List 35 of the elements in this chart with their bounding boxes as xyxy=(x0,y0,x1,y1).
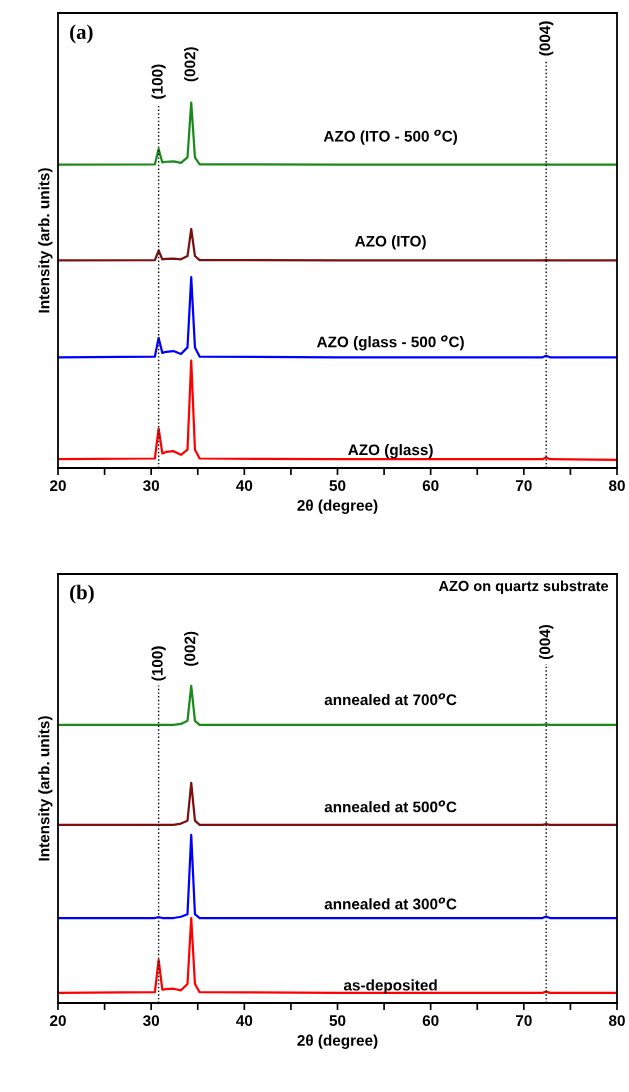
x-tick-label: 30 xyxy=(143,480,160,492)
y-axis-title: Intensity (arb. units) xyxy=(38,716,53,861)
series-label: annealed at 300$^{o}$C xyxy=(324,897,457,910)
x-tick-label: 50 xyxy=(329,1015,346,1027)
series-label: annealed at 700$^{o}$C xyxy=(324,693,457,706)
x-tick-label: 80 xyxy=(608,480,625,492)
x-axis-title: 2θ (degree) xyxy=(297,499,378,514)
annotation: (002) xyxy=(184,47,199,82)
chart-title: (a) xyxy=(70,24,93,44)
series-label: as-deposited xyxy=(343,979,437,994)
series-label: AZO (glass - 500 $^{o}$C) xyxy=(316,335,464,351)
series-label: annealed at 500$^{o}$C xyxy=(324,800,457,813)
x-tick-label: 70 xyxy=(515,1015,532,1027)
text: (004) xyxy=(539,624,554,660)
chart-title: (b) xyxy=(70,584,94,604)
annotation: (002) xyxy=(184,631,199,666)
x-tick-label: 30 xyxy=(143,1015,160,1027)
text: (004) xyxy=(539,21,554,56)
x-tick-label: 60 xyxy=(422,1015,439,1027)
x-tick-label: 60 xyxy=(422,480,439,492)
x-axis-title: 2θ (degree) xyxy=(297,1034,378,1049)
y-axis-title: Intensity (arb. units) xyxy=(38,168,53,313)
x-tick-label: 80 xyxy=(608,1015,625,1027)
x-tick-label: 70 xyxy=(515,480,532,492)
x-tick-label: 40 xyxy=(236,480,253,492)
series-label: AZO (ITO) xyxy=(355,235,426,250)
series-label: AZO (glass) xyxy=(348,444,433,459)
x-tick-label: 20 xyxy=(50,480,66,492)
x-tick-label: 40 xyxy=(236,1015,253,1027)
x-tick-label: 50 xyxy=(329,480,346,492)
text: (100) xyxy=(151,646,166,681)
series-label: AZO (ITO - 500 $^{o}$C) xyxy=(323,129,458,145)
chart-subtitle: AZO on quartz substrate xyxy=(438,580,609,595)
x-tick-label: 20 xyxy=(50,1015,66,1027)
text: (100) xyxy=(151,64,166,99)
